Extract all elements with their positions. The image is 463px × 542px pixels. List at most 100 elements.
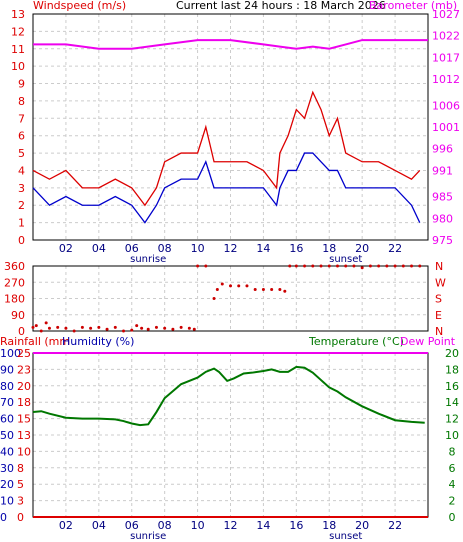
dewpoint-axis-title: Dew Point xyxy=(400,335,456,348)
humidity-tick-label: 90 xyxy=(0,363,14,376)
temperature-axis-title: Temperature (°C) xyxy=(308,335,404,348)
y2-tick-label: 996 xyxy=(432,143,453,156)
y-tick-label: 13 xyxy=(11,8,25,21)
y2-tick-label: 991 xyxy=(432,164,453,177)
direction-point xyxy=(80,325,84,329)
y-tick-label: 360 xyxy=(4,260,25,273)
series-windspeed-line xyxy=(32,152,421,224)
direction-point xyxy=(352,264,356,268)
humidity-tick-label: 30 xyxy=(0,462,14,475)
humidity-tick-label: 60 xyxy=(0,413,14,426)
direction-point xyxy=(135,324,139,328)
temp-tick-label: 18 xyxy=(445,363,459,376)
direction-point xyxy=(113,325,117,329)
y-tick-label: 270 xyxy=(4,276,25,289)
direction-point xyxy=(44,321,48,325)
direction-point xyxy=(171,327,175,331)
compass-label: N xyxy=(435,325,443,338)
direction-point xyxy=(122,329,126,333)
series-barometer-line xyxy=(33,39,428,50)
x-tick-label: 10 xyxy=(191,242,205,255)
rain-tick-label: 20 xyxy=(17,380,31,393)
humidity-tick-label: 10 xyxy=(0,495,14,508)
direction-point xyxy=(418,264,422,268)
y-tick-label: 11 xyxy=(11,43,25,56)
direction-point xyxy=(311,264,315,268)
y-tick-label: 12 xyxy=(11,25,25,38)
x-tick-label: 14 xyxy=(256,242,270,255)
humidity-tick-label: 40 xyxy=(0,445,14,458)
direction-point xyxy=(105,327,109,331)
x-tick-label: 18 xyxy=(322,242,336,255)
x-tick-label: 12 xyxy=(224,242,238,255)
direction-point xyxy=(204,264,208,268)
rain-tick-label: 3 xyxy=(17,495,24,508)
humidity-tick-label: 70 xyxy=(0,396,14,409)
direction-point xyxy=(97,325,101,329)
compass-label: W xyxy=(435,276,446,289)
rain-tick-label: 13 xyxy=(17,429,31,442)
temp-tick-label: 4 xyxy=(449,478,456,491)
humidity-tick-label: 0 xyxy=(0,511,7,524)
sunset-label: sunset xyxy=(329,531,362,542)
temp-tick-label: 8 xyxy=(449,445,456,458)
direction-point xyxy=(319,264,323,268)
direction-point xyxy=(283,289,287,293)
direction-point xyxy=(360,266,364,270)
y-tick-label: 180 xyxy=(4,293,25,306)
direction-point xyxy=(377,264,381,268)
y-tick-label: 7 xyxy=(18,112,25,125)
x-tick-label: 22 xyxy=(388,242,402,255)
x-tick-label: 02 xyxy=(59,519,73,532)
x-tick-label: 16 xyxy=(289,519,303,532)
direction-point xyxy=(229,284,232,288)
direction-point xyxy=(56,325,60,329)
series-gust-line xyxy=(32,90,421,207)
direction-point xyxy=(47,326,51,330)
windspeed-axis-title: Windspeed (m/s) xyxy=(33,0,126,12)
direction-point xyxy=(187,326,191,330)
series-temperature-line xyxy=(32,365,425,427)
x-tick-label: 10 xyxy=(191,519,205,532)
humidity-tick-label: 80 xyxy=(0,380,14,393)
humidity-axis-title: Humidity (%) xyxy=(62,335,134,348)
direction-point xyxy=(368,264,372,268)
compass-label: S xyxy=(435,293,442,306)
direction-point xyxy=(212,297,216,300)
rain-tick-label: 5 xyxy=(17,478,24,491)
temp-tick-label: 6 xyxy=(449,462,456,475)
barometer-axis-title: Barometer (mb) xyxy=(369,0,457,12)
y-tick-label: 0 xyxy=(18,325,25,338)
direction-point xyxy=(270,287,274,291)
x-tick-label: 08 xyxy=(158,242,172,255)
rain-tick-label: 23 xyxy=(17,363,31,376)
y-tick-label: 2 xyxy=(18,199,25,212)
direction-point xyxy=(278,287,282,291)
direction-point xyxy=(261,287,265,291)
windspeed-panel: 0123456789101112139759809859919961001100… xyxy=(11,8,460,265)
direction-point xyxy=(146,327,150,331)
direction-point xyxy=(130,328,134,332)
direction-point xyxy=(344,264,348,268)
temp-tick-label: 12 xyxy=(445,413,459,426)
humidity-tick-label: 50 xyxy=(0,429,14,442)
direction-point xyxy=(163,326,167,330)
rain-tick-label: 8 xyxy=(17,462,24,475)
direction-point xyxy=(245,284,249,288)
direction-point xyxy=(72,329,76,333)
humidity-tick-label: 20 xyxy=(0,478,14,491)
direction-point xyxy=(196,264,200,268)
direction-point xyxy=(393,264,397,268)
direction-point xyxy=(237,284,241,288)
temp-tick-label: 14 xyxy=(445,396,459,409)
y2-tick-label: 980 xyxy=(432,212,453,225)
x-tick-label: 08 xyxy=(158,519,172,532)
direction-point xyxy=(64,326,68,330)
direction-point xyxy=(303,264,307,268)
y-tick-label: 90 xyxy=(11,309,25,322)
chart-title: Current last 24 hours : 18 March 2026 xyxy=(176,0,386,12)
direction-point xyxy=(327,264,331,268)
